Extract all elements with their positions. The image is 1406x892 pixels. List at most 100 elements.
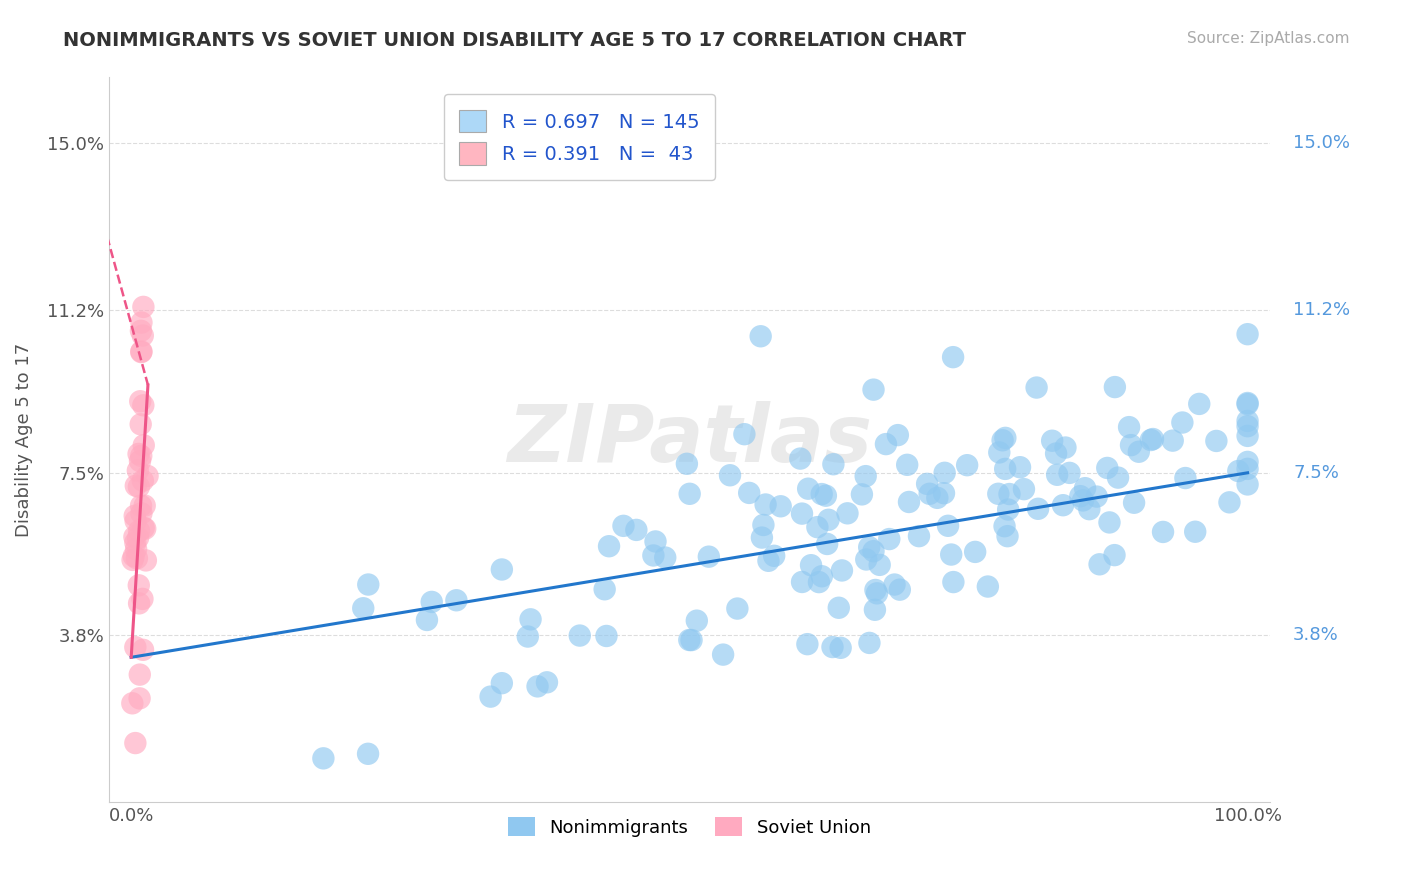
Point xyxy=(593,582,616,597)
Point xyxy=(131,344,153,359)
Point xyxy=(1054,441,1077,455)
Point xyxy=(1012,482,1035,496)
Point xyxy=(131,507,153,521)
Point xyxy=(124,736,146,750)
Point xyxy=(678,632,700,647)
Y-axis label: Disability Age 5 to 17: Disability Age 5 to 17 xyxy=(15,343,32,537)
Point xyxy=(679,487,702,501)
Point xyxy=(125,541,148,556)
Point xyxy=(446,593,468,607)
Point xyxy=(1218,495,1240,509)
Point xyxy=(1205,434,1227,448)
Point xyxy=(132,398,155,412)
Point xyxy=(416,613,439,627)
Point xyxy=(942,350,965,364)
Point xyxy=(128,480,150,494)
Point xyxy=(132,642,155,657)
Point xyxy=(1085,490,1108,504)
Point xyxy=(1059,466,1081,480)
Point xyxy=(697,549,720,564)
Point xyxy=(598,539,620,553)
Text: 11.2%: 11.2% xyxy=(1294,301,1350,319)
Point xyxy=(357,577,380,591)
Point xyxy=(124,640,146,655)
Point xyxy=(312,751,335,765)
Point xyxy=(129,345,152,359)
Point xyxy=(993,519,1015,533)
Legend: Nonimmigrants, Soviet Union: Nonimmigrants, Soviet Union xyxy=(501,810,879,844)
Point xyxy=(896,458,918,472)
Point xyxy=(129,394,152,409)
Point xyxy=(807,575,830,590)
Point xyxy=(821,640,844,654)
Point xyxy=(942,575,965,590)
Point xyxy=(1236,397,1258,411)
Point xyxy=(125,551,148,566)
Point xyxy=(866,586,889,600)
Point xyxy=(790,574,813,589)
Point xyxy=(128,691,150,706)
Point xyxy=(124,530,146,544)
Point xyxy=(132,521,155,535)
Point xyxy=(1104,380,1126,394)
Point xyxy=(132,300,155,314)
Text: Source: ZipAtlas.com: Source: ZipAtlas.com xyxy=(1187,31,1350,46)
Point xyxy=(817,513,839,527)
Point xyxy=(134,522,156,536)
Point xyxy=(1104,548,1126,562)
Point xyxy=(1140,433,1163,447)
Point xyxy=(1142,432,1164,446)
Point xyxy=(1227,464,1250,478)
Point xyxy=(858,540,880,554)
Point xyxy=(934,466,956,480)
Point xyxy=(855,469,877,483)
Point xyxy=(796,637,818,651)
Point xyxy=(851,487,873,501)
Point xyxy=(129,417,152,432)
Point xyxy=(718,468,741,483)
Point xyxy=(1184,524,1206,539)
Point xyxy=(918,487,941,501)
Point xyxy=(1052,498,1074,512)
Point xyxy=(124,514,146,528)
Point xyxy=(568,629,591,643)
Point xyxy=(908,529,931,543)
Point xyxy=(883,577,905,591)
Point xyxy=(988,445,1011,459)
Point xyxy=(681,633,703,648)
Point xyxy=(1078,502,1101,516)
Point xyxy=(1236,429,1258,443)
Point xyxy=(1008,460,1031,475)
Point xyxy=(128,524,150,538)
Point xyxy=(1236,419,1258,434)
Point xyxy=(128,596,150,610)
Text: 15.0%: 15.0% xyxy=(1294,135,1350,153)
Point xyxy=(536,675,558,690)
Point xyxy=(763,549,786,563)
Point xyxy=(837,506,859,520)
Point xyxy=(811,569,834,583)
Point xyxy=(1088,558,1111,572)
Point xyxy=(129,449,152,463)
Point xyxy=(855,552,877,566)
Point xyxy=(124,508,146,523)
Point xyxy=(810,487,832,501)
Point xyxy=(129,324,152,338)
Point xyxy=(725,601,748,615)
Point xyxy=(136,469,159,483)
Point xyxy=(131,316,153,330)
Point xyxy=(654,550,676,565)
Point xyxy=(752,518,775,533)
Point xyxy=(135,553,157,567)
Point xyxy=(998,487,1021,501)
Point xyxy=(516,630,538,644)
Point xyxy=(1040,434,1063,448)
Point xyxy=(1236,414,1258,428)
Point xyxy=(132,438,155,452)
Point xyxy=(755,498,778,512)
Point xyxy=(132,328,155,343)
Point xyxy=(1236,455,1258,469)
Point xyxy=(519,612,541,626)
Point xyxy=(711,648,734,662)
Point xyxy=(1069,489,1091,503)
